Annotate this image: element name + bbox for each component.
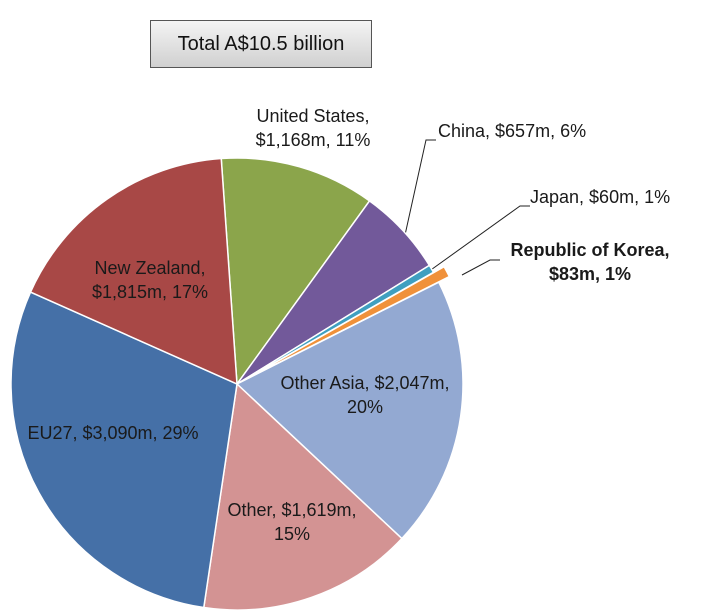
leader-line: [461, 259, 500, 276]
data-label: United States, $1,168m, 11%: [255, 106, 371, 150]
pie-slice: [220, 157, 371, 387]
chart-title: Total A$10.5 billion: [150, 20, 372, 68]
pie-slice: [10, 291, 238, 609]
data-label: Other, $1,619m, 15%: [227, 500, 357, 544]
leader-line: [404, 139, 436, 236]
pie-slice: [247, 265, 451, 380]
data-label: Japan, $60m, 1%: [530, 187, 671, 207]
data-label: EU27, $3,090m, 29%: [27, 423, 199, 443]
leader-line: [427, 205, 530, 273]
pie-slice: [235, 281, 464, 540]
data-label: Other Asia, $2,047m, 20%: [280, 373, 450, 417]
data-label: China, $657m, 6%: [438, 121, 587, 141]
data-label: New Zealand, $1,815m, 17%: [91, 258, 209, 302]
data-label: Republic of Korea, $83m, 1%: [510, 240, 670, 284]
pie-slice: [29, 157, 238, 386]
